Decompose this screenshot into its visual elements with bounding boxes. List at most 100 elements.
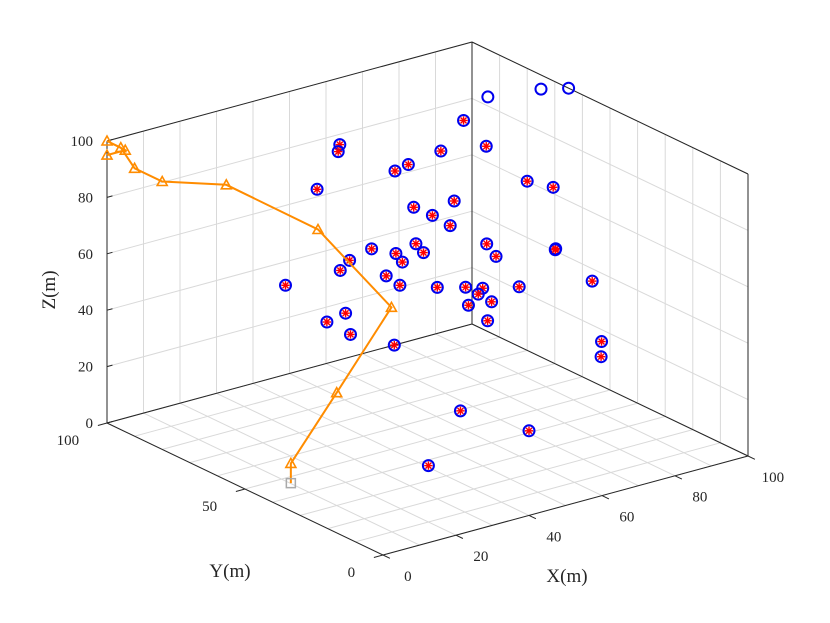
node-ring [534, 82, 548, 96]
plot-data [100, 81, 609, 489]
y-tick-mark [97, 422, 108, 426]
node-ring [387, 338, 401, 352]
node-ring [485, 295, 499, 309]
axis-edge [106, 323, 473, 424]
data-point [471, 287, 485, 301]
node-ring [430, 280, 444, 294]
grid-line [471, 97, 749, 231]
data-point [339, 306, 353, 320]
z-tick-label: 60 [78, 247, 93, 263]
node-ring [480, 237, 494, 251]
x-tick-label: 100 [762, 470, 785, 486]
data-point [480, 237, 494, 251]
node-ring [434, 144, 448, 158]
grid-line [189, 363, 555, 464]
path-point-marker [100, 148, 114, 160]
data-point [389, 247, 403, 260]
z-tick-mark [106, 308, 113, 311]
data-point [481, 314, 495, 328]
node-star-stroke [282, 281, 289, 289]
node-star-stroke [390, 341, 398, 349]
data-point [522, 424, 536, 438]
node-ring [389, 247, 403, 260]
node-ring [425, 208, 439, 222]
grid-line [162, 349, 528, 450]
grid-line [272, 402, 638, 503]
path-point-marker [219, 178, 233, 190]
node-ring [481, 90, 495, 104]
data-point [461, 298, 475, 312]
data-point [457, 113, 471, 127]
z-tick-mark [106, 195, 113, 198]
axis-edge [471, 323, 749, 457]
data-point [401, 158, 415, 172]
data-point [489, 249, 503, 263]
node-ring [279, 278, 292, 292]
z-tick-label: 80 [78, 190, 93, 206]
node-star-stroke [313, 185, 321, 193]
grid-line [355, 442, 721, 543]
y-tick-mark [235, 488, 246, 492]
node-star-stroke [437, 147, 445, 155]
node-star-stroke [396, 281, 404, 289]
x-tick-label: 80 [692, 490, 707, 506]
y-tick-mark [373, 554, 384, 558]
node-star-stroke [368, 245, 376, 253]
node-star-stroke [346, 256, 354, 264]
y-tick-label: 50 [202, 499, 217, 515]
node-star-stroke [551, 246, 559, 254]
node-ring [395, 255, 409, 269]
path-point-marker [155, 174, 169, 187]
axis-edge [471, 41, 749, 175]
data-point [310, 182, 324, 196]
node-ring [459, 280, 473, 294]
data-point [434, 144, 448, 158]
node-ring [333, 263, 347, 277]
node-star-stroke [420, 249, 427, 257]
grid-line [106, 210, 473, 311]
data-point [333, 263, 347, 277]
data-point [585, 274, 599, 288]
node-star-stroke [382, 272, 390, 280]
node-ring [562, 81, 576, 95]
node-ring [594, 350, 608, 364]
node-ring [401, 158, 415, 172]
node-ring [443, 219, 457, 233]
node-star-stroke [410, 203, 418, 211]
node-star-stroke [492, 252, 500, 260]
node-ring [522, 424, 536, 438]
node-ring [595, 335, 609, 349]
grid-lines [106, 41, 749, 556]
node-star-stroke [462, 283, 470, 291]
z-tick-mark [106, 421, 113, 424]
node-ring [585, 274, 599, 288]
data-point [395, 255, 409, 269]
data-point [421, 459, 435, 473]
node-star-stroke [525, 427, 533, 435]
node-star-stroke [334, 148, 342, 156]
node-star-stroke [323, 318, 331, 326]
data-point [393, 278, 407, 292]
data-point [562, 81, 576, 95]
node-ring [320, 315, 334, 329]
path-point-marker [284, 456, 298, 469]
grid-line [471, 267, 749, 401]
grid-line [327, 429, 693, 530]
data-point [485, 295, 499, 309]
node-star-stroke [523, 177, 531, 185]
node-star-stroke [549, 183, 557, 191]
data-point [417, 246, 430, 260]
data-point [443, 219, 457, 233]
y-tick-label: 100 [57, 433, 80, 449]
data-point [331, 145, 345, 159]
node-star-stroke [446, 222, 454, 230]
node-star-stroke [474, 290, 482, 298]
path-point-marker [128, 161, 141, 174]
node-ring [409, 237, 423, 251]
x-tick-mark [674, 475, 683, 480]
node-star-stroke [464, 301, 472, 309]
z-tick-label: 0 [86, 416, 94, 432]
path-point-marker [100, 134, 114, 146]
y-axis-label: Y(m) [209, 561, 250, 582]
